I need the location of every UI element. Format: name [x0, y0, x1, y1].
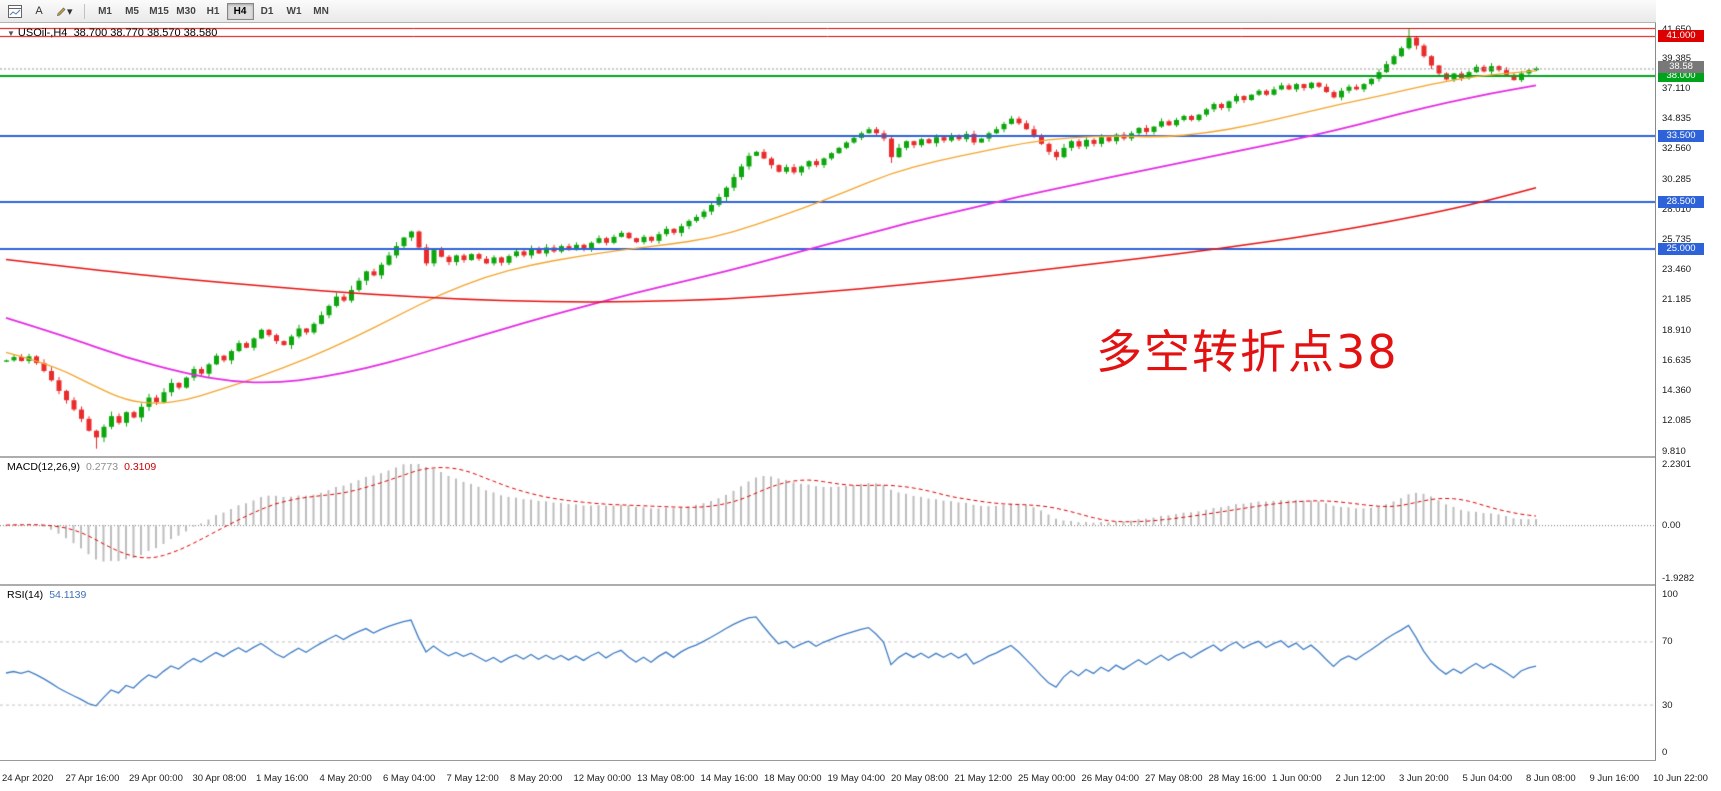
collapse-triangle-icon[interactable]: ▼ — [7, 29, 15, 38]
macd-scale-zero: 0.00 — [1662, 520, 1681, 532]
rsi-scale-tick: 70 — [1662, 636, 1673, 648]
time-label: 27 May 08:00 — [1145, 773, 1203, 784]
price-tick: 12.085 — [1662, 415, 1692, 427]
macd-indicator-label: MACD(12,26,9) 0.2773 0.3109 — [7, 461, 156, 473]
time-axis-border — [0, 760, 1721, 761]
chart-window-icon[interactable] — [4, 2, 26, 20]
rsi-indicator-label: RSI(14) 54.1139 — [7, 589, 86, 601]
time-label: 7 May 12:00 — [446, 773, 499, 784]
time-label: 3 Jun 20:00 — [1399, 773, 1449, 784]
price-tick: 9.810 — [1662, 445, 1686, 457]
time-label: 18 May 00:00 — [764, 773, 822, 784]
rsi-panel-chart[interactable] — [0, 586, 1655, 760]
price-tick: 39.385 — [1662, 52, 1692, 64]
price-tick: 23.460 — [1662, 264, 1692, 276]
time-label: 4 May 20:00 — [319, 773, 372, 784]
price-tick: 18.910 — [1662, 324, 1692, 336]
toolbar: A ▾ M1 M5 M15 M30 H1 H4 D1 W1 MN — [0, 0, 1721, 23]
timeframe-button-d1[interactable]: D1 — [254, 3, 281, 20]
time-label: 1 Jun 00:00 — [1272, 773, 1322, 784]
time-label: 24 Apr 2020 — [2, 773, 54, 784]
rsi-name: RSI(14) — [7, 589, 44, 601]
timeframe-button-m5[interactable]: M5 — [119, 3, 146, 20]
text-tool-button[interactable]: A — [28, 2, 50, 20]
time-label: 5 Jun 04:00 — [1462, 773, 1513, 784]
time-label: 10 Jun 22:00 — [1653, 773, 1708, 784]
timeframe-button-h1[interactable]: H1 — [200, 3, 227, 20]
chart-annotation-text[interactable]: 多空转折点38 — [1096, 325, 1399, 379]
chevron-down-icon: ▾ — [67, 5, 73, 18]
macd-main-value: 0.2773 — [85, 461, 119, 473]
price-line-badge: 28.500 — [1658, 196, 1704, 209]
time-label: 8 Jun 08:00 — [1526, 773, 1576, 784]
price-tick: 41.650 — [1662, 24, 1691, 35]
timeframe-button-h4[interactable]: H4 — [226, 2, 254, 20]
drawing-tools-dropdown[interactable]: ▾ — [52, 2, 77, 20]
timeframe-group: M1 M5 M15 M30 H1 H4 D1 W1 MN — [92, 2, 335, 20]
time-label: 21 May 12:00 — [954, 773, 1013, 784]
time-label: 1 May 16:00 — [256, 773, 309, 784]
timeframe-button-m15[interactable]: M15 — [146, 3, 173, 20]
price-line-badge: 41.000 — [1658, 30, 1704, 43]
rsi-value: 54.1139 — [49, 589, 87, 601]
time-label: 25 May 00:00 — [1018, 773, 1076, 784]
main-price-chart[interactable] — [0, 23, 1655, 456]
ohlc-values: 38.700 38.770 38.570 38.580 — [73, 27, 218, 39]
symbol-period-label: USOil-,H4 — [17, 27, 68, 39]
timeframe-button-mn[interactable]: MN — [308, 3, 335, 20]
chart-grid-icon — [8, 4, 22, 18]
macd-scale-min: -1.9282 — [1662, 573, 1695, 584]
time-label: 29 Apr 00:00 — [129, 773, 183, 784]
time-label: 26 May 04:00 — [1081, 773, 1140, 784]
price-scale-separator — [1655, 23, 1656, 760]
macd-name: MACD(12,26,9) — [7, 461, 80, 473]
chart-title: ▼ USOil-,H4 38.700 38.770 38.570 38.580 — [7, 27, 217, 39]
price-tick: 32.560 — [1662, 143, 1692, 155]
price-tick: 34.835 — [1662, 113, 1692, 125]
time-label: 28 May 16:00 — [1208, 773, 1267, 784]
rsi-scale-tick: 0 — [1662, 747, 1668, 758]
time-label: 14 May 16:00 — [700, 773, 759, 784]
rsi-scale-tick: 30 — [1662, 699, 1673, 711]
price-line-badge: 33.500 — [1658, 129, 1704, 142]
rsi-scale-tick: 100 — [1662, 589, 1678, 600]
time-label: 13 May 08:00 — [637, 773, 695, 784]
time-label: 30 Apr 08:00 — [192, 773, 247, 784]
price-tick: 21.185 — [1662, 294, 1692, 306]
price-tick: 37.110 — [1662, 82, 1691, 94]
price-line-badge: 25.000 — [1658, 242, 1704, 255]
price-tick: 28.010 — [1662, 203, 1692, 215]
price-tick: 14.360 — [1662, 385, 1692, 397]
macd-scale-max: 2.2301 — [1662, 459, 1692, 470]
time-axis[interactable]: 24 Apr 2020 27 Apr 16:00 29 Apr 00:00 30 Ap… — [0, 761, 1721, 791]
time-label: 2 Jun 12:00 — [1335, 773, 1386, 784]
time-label: 9 Jun 16:00 — [1589, 773, 1640, 784]
toolbar-separator — [83, 3, 85, 19]
macd-panel-chart[interactable] — [0, 458, 1655, 584]
price-tick: 30.285 — [1662, 173, 1692, 185]
current-price-badge: 38.58 — [1658, 61, 1704, 74]
time-label: 19 May 04:00 — [827, 773, 886, 784]
timeframe-button-m30[interactable]: M30 — [173, 3, 200, 20]
price-tick: 25.735 — [1662, 234, 1692, 246]
time-label: 12 May 00:00 — [573, 773, 632, 784]
time-label: 6 May 04:00 — [383, 773, 436, 784]
panel-splitter[interactable] — [0, 584, 1721, 586]
pencil-icon — [57, 7, 66, 16]
timeframe-button-w1[interactable]: W1 — [281, 3, 308, 20]
time-label: 20 May 08:00 — [891, 773, 949, 784]
panel-splitter[interactable] — [0, 456, 1721, 458]
macd-signal-value: 0.3109 — [124, 461, 157, 473]
time-label: 27 Apr 16:00 — [65, 773, 120, 784]
timeframe-button-m1[interactable]: M1 — [92, 3, 119, 20]
price-scale[interactable]: 41.650 39.385 37.110 34.835 32.560 30.285 28.0… — [1656, 0, 1721, 791]
price-tick: 16.635 — [1662, 354, 1692, 366]
time-label: 8 May 20:00 — [510, 773, 563, 784]
